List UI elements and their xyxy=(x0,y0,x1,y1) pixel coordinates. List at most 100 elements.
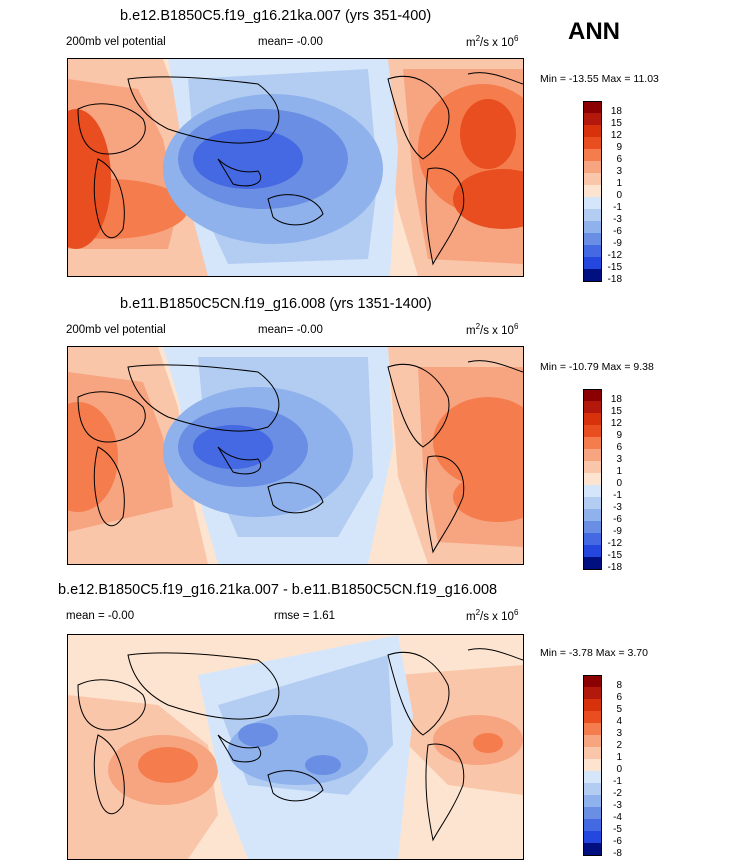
panel1-field xyxy=(68,59,523,276)
panel3-mean-label: mean = xyxy=(66,610,105,622)
colorbar-box xyxy=(583,521,602,533)
colorbar-box xyxy=(583,759,602,771)
colorbar-box xyxy=(583,209,602,221)
colorbar-tick: -18 xyxy=(607,274,622,285)
colorbar-tick: -3 xyxy=(613,214,622,225)
panel1-minmax: Min = -13.55 Max = 11.03 xyxy=(540,73,659,85)
panel2-colorbar xyxy=(583,389,602,571)
panel3-rmse-label: rmse = xyxy=(274,610,310,622)
colorbar-box xyxy=(583,687,602,699)
colorbar-tick: 0 xyxy=(616,764,622,775)
colorbar-box xyxy=(583,771,602,783)
panel1-map xyxy=(67,58,524,277)
colorbar-tick: -3 xyxy=(613,502,622,513)
colorbar-tick: -6 xyxy=(613,226,622,237)
colorbar-tick: 18 xyxy=(610,394,622,405)
colorbar-box xyxy=(583,389,602,402)
panel1-mean: mean= -0.00 xyxy=(258,36,323,48)
colorbar-tick: -9 xyxy=(613,238,622,249)
colorbar-box xyxy=(583,125,602,137)
colorbar-tick: 3 xyxy=(616,166,622,177)
colorbar-tick: 1 xyxy=(616,752,622,763)
panel1-units: m2/s x 106 xyxy=(466,34,519,49)
colorbar-box xyxy=(583,233,602,245)
panel3-minmax: Min = -3.78 Max = 3.70 xyxy=(540,647,648,659)
colorbar-box xyxy=(583,269,602,282)
colorbar-box xyxy=(583,413,602,425)
panel2-title: b.e11.B1850C5CN.f19_g16.008 (yrs 1351-14… xyxy=(120,296,432,312)
colorbar-box xyxy=(583,723,602,735)
colorbar-box xyxy=(583,245,602,257)
colorbar-tick: 6 xyxy=(616,692,622,703)
colorbar-tick: 0 xyxy=(616,478,622,489)
colorbar-box xyxy=(583,197,602,209)
colorbar-box xyxy=(583,545,602,557)
colorbar-tick: 12 xyxy=(610,418,622,429)
colorbar-box xyxy=(583,557,602,570)
panel2-variable-label: 200mb vel potential xyxy=(66,324,166,336)
colorbar-box xyxy=(583,449,602,461)
colorbar-box xyxy=(583,783,602,795)
colorbar-box xyxy=(583,173,602,185)
colorbar-tick: 3 xyxy=(616,454,622,465)
colorbar-box xyxy=(583,675,602,688)
colorbar-tick: 9 xyxy=(616,430,622,441)
panel1-variable-label: 200mb vel potential xyxy=(66,36,166,48)
colorbar-box xyxy=(583,831,602,843)
colorbar-tick: 12 xyxy=(610,130,622,141)
colorbar-box xyxy=(583,735,602,747)
colorbar-box xyxy=(583,113,602,125)
colorbar-box xyxy=(583,437,602,449)
colorbar-tick: -12 xyxy=(607,538,622,549)
colorbar-tick: -1 xyxy=(613,776,622,787)
panel2-mean-label: mean= xyxy=(258,324,294,336)
colorbar-tick: 0 xyxy=(616,190,622,201)
colorbar-tick: 6 xyxy=(616,154,622,165)
colorbar-tick: -2 xyxy=(613,788,622,799)
colorbar-tick: 4 xyxy=(616,716,622,727)
colorbar-tick: 9 xyxy=(616,142,622,153)
colorbar-box xyxy=(583,473,602,485)
colorbar-box xyxy=(583,497,602,509)
panel2-units: m2/s x 106 xyxy=(466,322,519,337)
colorbar-box xyxy=(583,149,602,161)
colorbar-tick: -18 xyxy=(607,562,622,573)
colorbar-tick: -3 xyxy=(613,800,622,811)
colorbar-tick: 2 xyxy=(616,740,622,751)
season-label: ANN xyxy=(568,18,620,45)
colorbar-box xyxy=(583,843,602,856)
panel3-field xyxy=(68,635,523,859)
colorbar-box xyxy=(583,185,602,197)
colorbar-box xyxy=(583,795,602,807)
colorbar-box xyxy=(583,137,602,149)
colorbar-tick: 5 xyxy=(616,704,622,715)
panel3-title: b.e12.B1850C5.f19_g16.21ka.007 - b.e11.B… xyxy=(58,582,498,598)
panel1-colorbar xyxy=(583,101,602,283)
colorbar-tick: 1 xyxy=(616,178,622,189)
colorbar-tick: -6 xyxy=(613,836,622,847)
colorbar-box xyxy=(583,425,602,437)
panel3-rmse: rmse = 1.61 xyxy=(274,610,335,622)
colorbar-box xyxy=(583,101,602,114)
panel2-mean-value: -0.00 xyxy=(296,324,323,336)
colorbar-box xyxy=(583,533,602,545)
panel1-title: b.e12.B1850C5.f19_g16.21ka.007 (yrs 351-… xyxy=(120,8,432,24)
colorbar-tick: -15 xyxy=(607,262,622,273)
panel2-mean: mean= -0.00 xyxy=(258,324,323,336)
panel3-mean-value: -0.00 xyxy=(107,610,135,622)
colorbar-box xyxy=(583,509,602,521)
colorbar-tick: 15 xyxy=(610,118,622,129)
colorbar-box xyxy=(583,747,602,759)
panel2-map xyxy=(67,346,524,565)
colorbar-tick: 15 xyxy=(610,406,622,417)
colorbar-tick: -15 xyxy=(607,550,622,561)
panel2-minmax: Min = -10.79 Max = 9.38 xyxy=(540,361,654,373)
colorbar-box xyxy=(583,699,602,711)
panel1-mean-value: -0.00 xyxy=(296,36,323,48)
colorbar-tick: -9 xyxy=(613,526,622,537)
colorbar-tick: 18 xyxy=(610,106,622,117)
colorbar-box xyxy=(583,401,602,413)
colorbar-tick: -4 xyxy=(613,812,622,823)
colorbar-tick: -6 xyxy=(613,514,622,525)
colorbar-box xyxy=(583,161,602,173)
